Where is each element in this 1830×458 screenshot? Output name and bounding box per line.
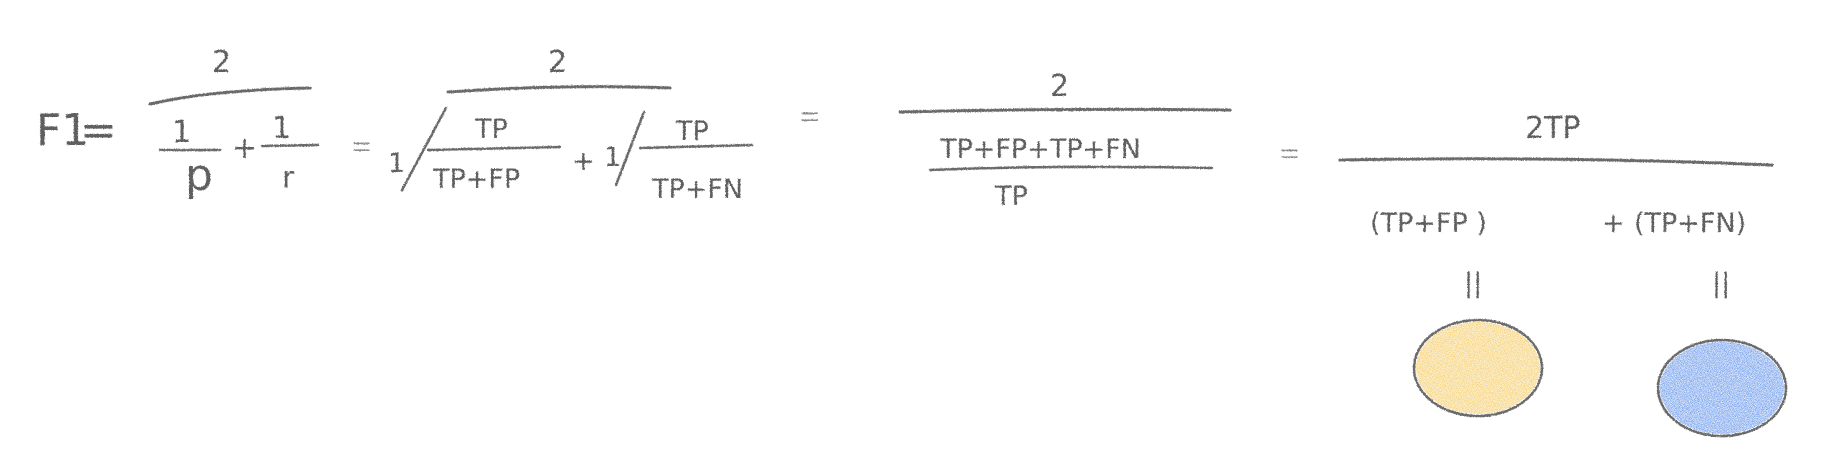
- group2-equal-mark: ||: [1712, 268, 1730, 299]
- term2-part1-bar: [426, 145, 562, 152]
- term1-r-denominator: r: [282, 161, 295, 196]
- term2-numerator: 2: [548, 45, 567, 80]
- term3-numerator: 2: [1050, 69, 1069, 104]
- term2-part2-denominator: TP+FN: [651, 174, 743, 205]
- term3-main-fraction-bar: [898, 107, 1232, 114]
- equals-1: =: [80, 105, 117, 156]
- term1-plus: +: [232, 131, 257, 166]
- term4-main-fraction-bar: [1338, 157, 1774, 167]
- term4-plus: +: [1602, 208, 1625, 239]
- lhs-label: F1: [36, 105, 89, 156]
- term3-inner-denominator: TP: [994, 181, 1028, 212]
- term4-group1: (TP+FP ): [1370, 208, 1487, 239]
- equals-3: =: [800, 99, 819, 136]
- term3-inner-bar: [928, 165, 1214, 172]
- term2-part2-bar: [638, 143, 754, 150]
- term2-part1-one: 1: [388, 148, 405, 179]
- equals-4: =: [1280, 136, 1299, 173]
- group1-equal-mark: ||: [1464, 268, 1482, 299]
- term1-r-numerator: 1: [272, 111, 291, 146]
- term1-main-fraction-bar: [148, 86, 312, 106]
- term4-group2: (TP+FN): [1634, 208, 1746, 239]
- term2-part2-numerator: TP: [675, 116, 709, 147]
- term3-inner-numerator: TP+FP+TP+FN: [939, 134, 1141, 165]
- term2-part1-numerator: TP: [474, 114, 508, 145]
- term2-part2-one: 1: [604, 142, 621, 173]
- equals-2: =: [352, 129, 371, 166]
- group1-yellow-blob: [1412, 318, 1544, 418]
- term2-part2-slash: [614, 110, 646, 187]
- term1-r-bar: [260, 143, 320, 148]
- term1-numerator: 2: [212, 45, 231, 80]
- term2-part1-denominator: TP+FP: [432, 164, 520, 195]
- term1-p-numerator: 1: [172, 115, 191, 150]
- term1-p-denominator: p: [185, 150, 213, 201]
- term4-numerator: 2TP: [1525, 111, 1581, 146]
- group2-blue-blob: [1656, 338, 1788, 438]
- term2-main-fraction-bar: [446, 85, 672, 94]
- term2-plus: +: [572, 146, 595, 177]
- term2-part1-slash: [400, 106, 448, 192]
